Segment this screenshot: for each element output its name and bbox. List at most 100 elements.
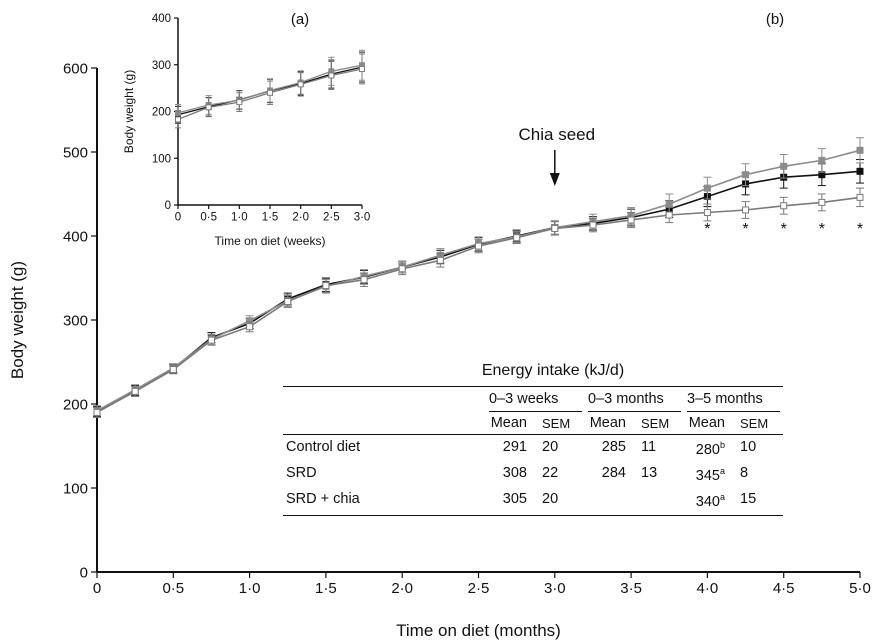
cell-value: 10 (740, 439, 757, 456)
y-tick-label: 0 (80, 564, 88, 581)
x-tick-label: 3·0 (544, 580, 566, 597)
data-point (780, 202, 788, 210)
data-point (856, 193, 864, 201)
data-point (856, 167, 864, 175)
x-tick-label: 2·0 (391, 580, 413, 597)
x-tick-label: 0 (175, 212, 181, 224)
x-tick-label: 0 (93, 580, 101, 597)
x-axis-title: Time on diet (months) (396, 621, 561, 640)
significance-superscript: a (719, 465, 725, 476)
cell-value: 280 (695, 441, 720, 458)
x-tick-label: 1·0 (239, 580, 261, 597)
data-point (818, 198, 826, 206)
cell-value: 340 (695, 493, 720, 510)
chia-seed-arrow-head (549, 173, 560, 186)
data-point (207, 336, 215, 344)
data-point (175, 116, 181, 123)
cell-value: 345 (695, 467, 720, 484)
cell-value: 8 (740, 465, 749, 482)
data-point (589, 221, 597, 229)
y-axis-title: Body weight (g) (8, 261, 27, 379)
data-point (780, 162, 788, 170)
x-tick-label: 2·5 (323, 212, 340, 224)
panel-label-b: (b) (766, 11, 784, 28)
x-tick-label: 5·0 (849, 580, 871, 597)
data-point (131, 387, 139, 395)
mean-header: Mean (585, 413, 629, 435)
data-point (436, 256, 444, 264)
x-tick-label: 4·5 (773, 580, 795, 597)
x-tick-label: 0·5 (162, 580, 184, 597)
data-point (246, 323, 254, 331)
cell-value: 13 (641, 465, 658, 482)
x-tick-label: 1·5 (315, 580, 337, 597)
main-plot: 0 0·5 1·0 1·5 2·0 2·5 3·0 3·5 4·0 4·5 5·0010020030… (8, 11, 871, 640)
y-tick-label: 500 (63, 144, 88, 161)
cell-value: 291 (502, 439, 527, 456)
data-point (93, 408, 101, 416)
x-tick-label: 4·0 (697, 580, 719, 597)
sem-header: SEM (530, 413, 585, 435)
energy-table-title: Energy intake (kJ/d) (481, 362, 625, 379)
data-point (856, 146, 864, 154)
data-point (267, 89, 273, 96)
series-open-square (93, 187, 864, 418)
data-point (742, 206, 750, 214)
group-header-late-months: 3–5 months (687, 390, 780, 412)
x-axis-title: Time on diet (weeks) (215, 234, 326, 248)
data-point (398, 265, 406, 273)
cell-value: 285 (601, 439, 626, 456)
y-tick-label: 300 (63, 312, 88, 329)
cell-value: 11 (641, 439, 657, 456)
data-point (551, 224, 559, 232)
data-point (328, 72, 335, 79)
energy-intake-table: Energy intake (kJ/d) 0–3 weeks 0–3 month… (283, 362, 783, 517)
y-axis-title: Body weight (g) (122, 70, 136, 153)
y-tick-label: 100 (152, 153, 171, 165)
data-point (627, 216, 635, 224)
x-tick-label: 1·5 (262, 212, 279, 224)
data-point (665, 200, 673, 208)
y-tick-label: 200 (63, 396, 88, 413)
cell-value: 308 (502, 465, 527, 482)
cell-value (629, 486, 684, 517)
mean-header: Mean (486, 413, 530, 435)
cell-value (585, 486, 629, 517)
data-point (236, 99, 243, 106)
data-point (665, 211, 673, 219)
data-point (703, 208, 711, 216)
cell-value: 20 (530, 486, 585, 517)
y-tick-label: 100 (63, 480, 88, 497)
data-point (742, 171, 750, 179)
significance-star: * (781, 221, 787, 238)
significance-superscript: b (719, 440, 725, 450)
row-label: Control diet (286, 439, 361, 456)
data-point (284, 298, 292, 306)
cell-value: 284 (601, 465, 626, 482)
sem-header: SEM (629, 413, 684, 435)
data-point (359, 65, 365, 72)
cell-value: 22 (542, 465, 559, 482)
significance-star: * (742, 221, 748, 238)
y-tick-label: 200 (152, 107, 171, 119)
data-point (475, 242, 482, 250)
data-point (205, 104, 212, 111)
x-tick-label: 1·0 (231, 212, 248, 224)
group-header-months: 0–3 months (588, 390, 681, 412)
y-tick-label: 0 (165, 200, 171, 212)
y-tick-label: 600 (63, 60, 88, 77)
significance-superscript: a (719, 491, 725, 502)
y-tick-label: 400 (152, 13, 171, 25)
significance-star: * (857, 221, 863, 238)
mean-header: Mean (684, 413, 728, 435)
chia-seed-annotation: Chia seed (519, 125, 596, 144)
significance-star: * (704, 221, 710, 238)
data-point (322, 282, 330, 290)
row-label: SRD (286, 465, 317, 482)
cell-value: 15 (728, 486, 783, 517)
data-point (297, 81, 304, 88)
series-open-square (175, 53, 365, 129)
y-tick-label: 300 (152, 60, 171, 72)
sem-header: SEM (728, 413, 783, 435)
